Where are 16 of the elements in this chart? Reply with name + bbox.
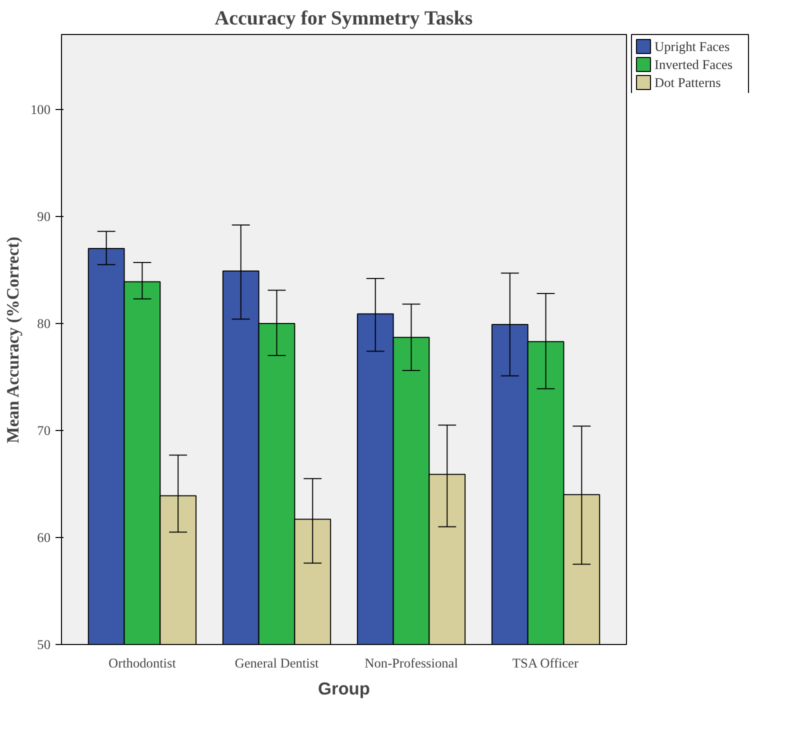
x-tick-label: Orthodontist — [108, 656, 176, 670]
legend-label: Dot Patterns — [654, 75, 721, 90]
chart-title: Accuracy for Symmetry Tasks — [214, 8, 473, 30]
y-tick-label: 80 — [37, 316, 51, 331]
x-tick-label: Non-Professional — [364, 656, 458, 670]
x-tick-label: General Dentist — [234, 656, 320, 670]
legend-label: Upright Faces — [654, 39, 730, 54]
legend-label: Inverted Faces — [654, 57, 733, 72]
y-tick-label: 70 — [37, 422, 51, 438]
x-tick-label: TSA Officer — [512, 656, 579, 670]
y-tick-label: 90 — [37, 208, 51, 224]
x-axis-title: Group — [318, 678, 370, 698]
y-tick-label: 50 — [37, 637, 51, 652]
y-tick-label: 60 — [37, 530, 51, 545]
y-axis-title: Mean Accuracy (%Correct) — [4, 236, 23, 444]
y-tick-label: 100 — [30, 102, 51, 117]
